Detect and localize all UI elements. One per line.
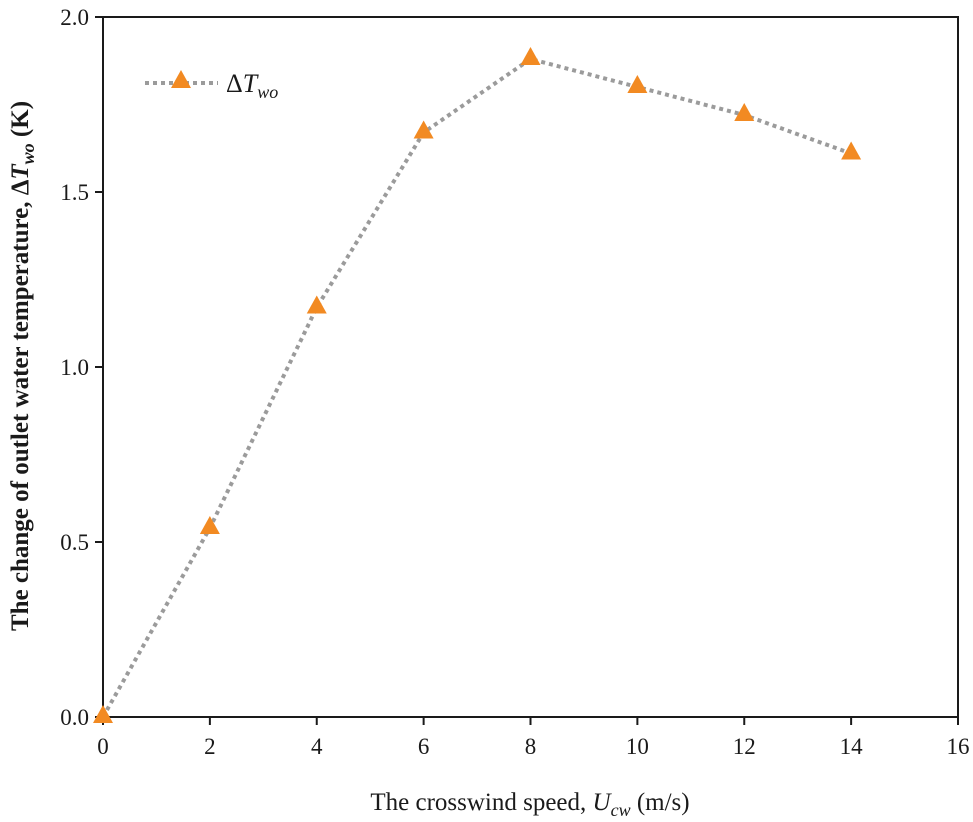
x-tick-label: 6: [418, 734, 430, 759]
x-tick-label: 0: [97, 734, 109, 759]
x-tick-label: 10: [626, 734, 649, 759]
x-tick-label: 14: [840, 734, 864, 759]
data-point-marker: [734, 103, 755, 121]
y-tick-label: 0.0: [60, 705, 89, 730]
data-point-marker: [627, 75, 648, 93]
x-tick-label: 16: [947, 734, 970, 759]
data-point-marker: [93, 705, 113, 723]
series-layer: [93, 47, 862, 723]
x-tick-label: 4: [311, 734, 323, 759]
series-line: [101, 56, 852, 718]
data-point-marker: [520, 47, 541, 65]
data-point-marker: [199, 516, 220, 534]
x-axis-title: The crosswind speed, Ucw (m/s): [370, 789, 689, 820]
data-point-marker: [841, 141, 862, 160]
legend-label: ΔTwo: [226, 69, 278, 102]
legend: ΔTwo: [145, 69, 278, 102]
y-tick-label: 0.5: [60, 530, 89, 555]
plot-frame: [102, 16, 959, 718]
y-tick-label: 1.0: [60, 355, 89, 380]
y-axis-title: The change of outlet water temperature, …: [7, 101, 38, 631]
y-tick-label: 2.0: [60, 5, 89, 30]
y-tick-label: 1.5: [60, 180, 89, 205]
x-tick-label: 8: [525, 734, 537, 759]
x-tick-label: 12: [733, 734, 756, 759]
x-axis-ticks: 0 2 4 6 8 10 12 14 16: [97, 717, 970, 759]
data-point-marker: [306, 295, 327, 314]
x-tick-label: 2: [204, 734, 216, 759]
data-point-marker: [413, 120, 434, 139]
y-axis-ticks: 0.0 0.5 1.0 1.5 2.0: [60, 5, 103, 730]
legend-marker: [171, 70, 191, 88]
